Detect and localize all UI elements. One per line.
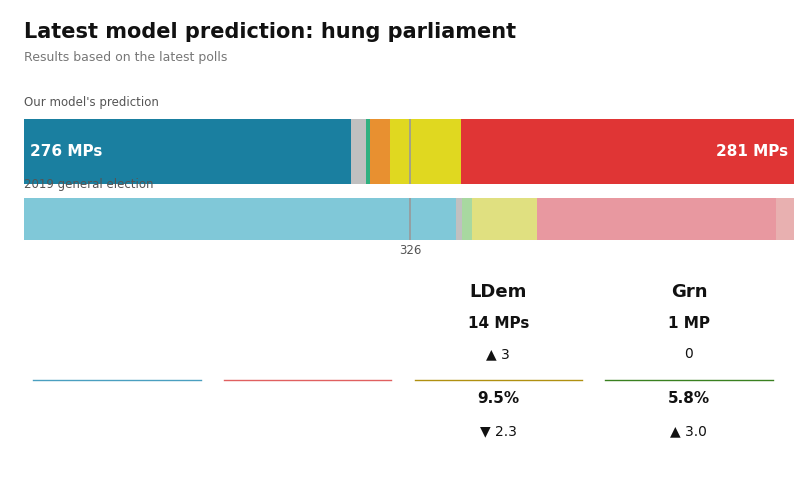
Bar [472, 198, 537, 240]
Bar [776, 198, 794, 240]
Text: Results based on the latest polls: Results based on the latest polls [24, 51, 227, 64]
Bar [456, 198, 463, 240]
Text: ▲ 3.0: ▲ 3.0 [671, 424, 708, 439]
Text: 35.0%: 35.0% [91, 391, 143, 406]
Text: Lab: Lab [289, 283, 326, 301]
Bar [351, 119, 367, 184]
Text: 281 MPs: 281 MPs [272, 316, 343, 331]
Bar [24, 119, 351, 184]
Text: 14 MPs: 14 MPs [467, 316, 529, 331]
Text: 0: 0 [684, 348, 693, 362]
Bar [367, 119, 370, 184]
Text: ▼ 89: ▼ 89 [101, 348, 134, 362]
Text: Grn: Grn [671, 283, 707, 301]
Bar [463, 198, 472, 240]
Text: 276 MPs: 276 MPs [30, 144, 102, 159]
Text: 326: 326 [399, 244, 422, 257]
Text: 1 MP: 1 MP [668, 316, 710, 331]
Text: 37.9%: 37.9% [281, 391, 334, 406]
Text: ▼ 2.3: ▼ 2.3 [480, 424, 517, 439]
Text: ▲ 79: ▲ 79 [292, 348, 324, 362]
Text: Our model's prediction: Our model's prediction [24, 96, 159, 109]
Text: ▲ 3: ▲ 3 [487, 348, 510, 362]
Bar [370, 119, 390, 184]
Text: 2019 general election: 2019 general election [24, 178, 154, 191]
Text: ▲ 5.0: ▲ 5.0 [289, 424, 326, 439]
Bar [461, 119, 794, 184]
Text: Con: Con [98, 283, 136, 301]
Text: 5.8%: 5.8% [668, 391, 710, 406]
Text: Latest model prediction: hung parliament: Latest model prediction: hung parliament [24, 22, 517, 42]
Text: 281 MPs: 281 MPs [716, 144, 788, 159]
Text: ▼ 9.7: ▼ 9.7 [98, 424, 135, 439]
Text: 9.5%: 9.5% [477, 391, 519, 406]
Bar [537, 198, 776, 240]
Text: LDem: LDem [470, 283, 527, 301]
Bar [24, 198, 456, 240]
Text: 276 MPs: 276 MPs [81, 316, 153, 331]
Bar [390, 119, 461, 184]
